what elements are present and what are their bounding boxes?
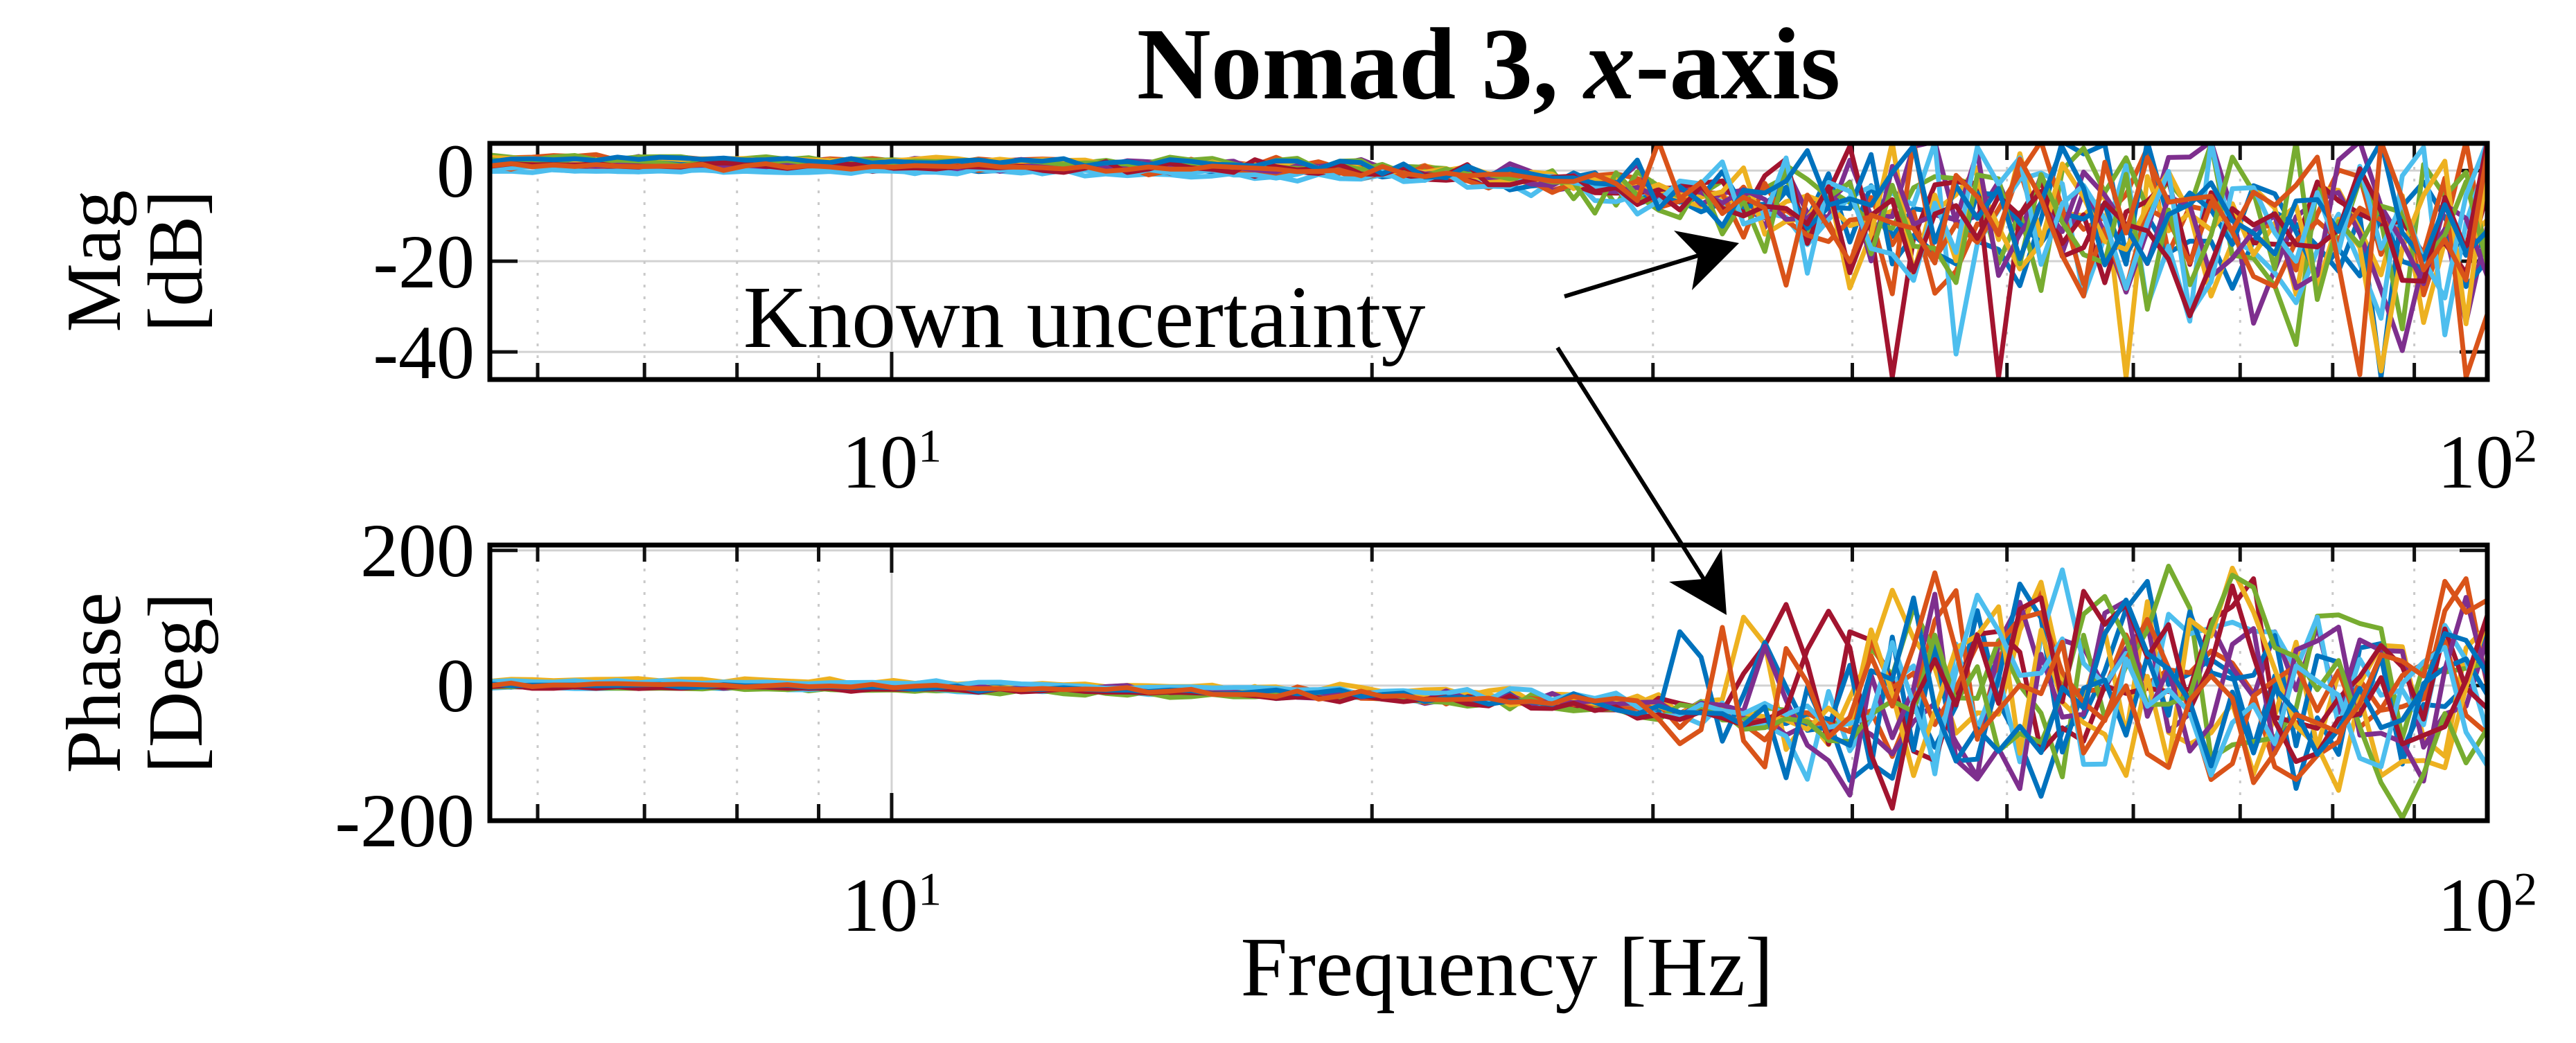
mag-xtick-10: 101: [739, 410, 1044, 514]
annotation-arrows: [1555, 231, 1739, 615]
phase-ytick-0: 0: [436, 643, 475, 728]
phase-ytick-m200: -200: [335, 778, 475, 863]
phase-xtick-10-base: 10: [841, 863, 918, 947]
chart-title: Nomad 3, x-axis: [490, 12, 2487, 116]
mag-xtick-100-base: 10: [2437, 420, 2514, 504]
phase-axis-label: Phase [Deg]: [51, 592, 219, 774]
mag-xtick-10-exp: 1: [917, 419, 942, 472]
mag-xtick-100-exp: 2: [2513, 419, 2538, 472]
phase-line: [490, 570, 2487, 785]
phase-series: [490, 564, 2487, 821]
mag-xtick-10-base: 10: [841, 420, 918, 504]
arrowhead-phase: [1669, 549, 1727, 615]
mag-line: [490, 143, 2487, 377]
phase-xtick-100-exp: 2: [2513, 862, 2538, 916]
mag-xtick-100: 102: [2335, 410, 2576, 514]
phase-xtick-100-base: 10: [2437, 863, 2514, 947]
phase-xtick-10-exp: 1: [917, 862, 942, 916]
known-uncertainty-annotation: Known uncertainty: [743, 268, 1426, 366]
phase-xtick-10: 101: [739, 853, 1044, 957]
phase-ytick-200: 200: [360, 508, 475, 593]
arrowhead-mag: [1674, 231, 1739, 290]
mag-ytick-m40: -40: [373, 310, 475, 395]
mag-axis-label-line2: [dB]: [133, 190, 219, 332]
chart-title-italic-x: x: [1584, 8, 1636, 121]
phase-axis-label-line1: Phase: [51, 592, 137, 774]
phase-axis-label-line2: [Deg]: [133, 592, 219, 774]
mag-axis-label-line1: Mag: [51, 190, 137, 332]
phase-xtick-100: 102: [2335, 853, 2576, 957]
magnitude-series: [490, 143, 2487, 380]
mag-axis-label: Mag [dB]: [51, 190, 219, 332]
mag-ytick-m20: -20: [373, 220, 475, 304]
chart-title-prefix: Nomad 3,: [1136, 8, 1585, 121]
mag-ytick-0: 0: [436, 129, 475, 213]
x-axis-label: Frequency [Hz]: [1240, 920, 1774, 1014]
chart-title-suffix: -axis: [1635, 8, 1841, 121]
axes-frames: [487, 141, 2490, 823]
